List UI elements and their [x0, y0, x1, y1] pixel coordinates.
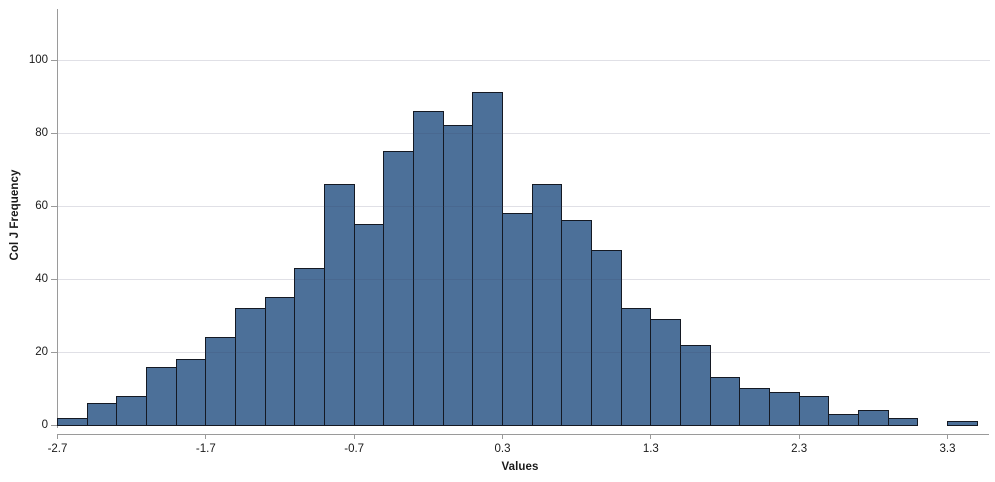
x-axis-tick-label: -1.7 [195, 443, 216, 455]
y-axis-tick [51, 59, 57, 61]
y-axis-title: Col J Frequency [9, 169, 21, 261]
y-axis-tick-label: 60 [35, 199, 48, 212]
x-axis-tick-label: 2.3 [791, 443, 808, 455]
x-axis-tick-label: -0.7 [344, 443, 365, 455]
x-axis-tick [501, 434, 503, 439]
histogram-bar[interactable] [175, 359, 207, 426]
histogram-bar[interactable] [531, 183, 563, 426]
x-axis-tick-label: -2.7 [47, 443, 68, 455]
y-axis-tick [51, 278, 57, 280]
x-axis-tick [57, 434, 58, 439]
histogram-bar[interactable] [442, 125, 474, 426]
histogram-bar[interactable] [86, 403, 118, 426]
gridline [57, 59, 990, 61]
histogram-bar[interactable] [234, 308, 266, 426]
histogram-bar[interactable] [857, 410, 889, 426]
x-axis-tick-label: 1.3 [642, 443, 659, 455]
y-axis-tick-label: 20 [35, 345, 48, 358]
histogram-bar[interactable] [116, 395, 147, 426]
gridline [57, 205, 990, 207]
histogram-bar[interactable] [798, 395, 830, 426]
x-axis-tick [650, 434, 652, 439]
histogram-bar[interactable] [650, 319, 681, 426]
y-axis-tick [51, 132, 57, 134]
y-axis-tick [51, 351, 57, 353]
y-axis-tick-label: 80 [35, 126, 48, 139]
histogram-bar[interactable] [205, 337, 236, 426]
histogram-bar[interactable] [323, 183, 355, 426]
x-axis-tick [798, 434, 800, 439]
histogram-bar[interactable] [264, 297, 296, 426]
gridline [57, 132, 990, 134]
y-axis-tick [51, 425, 57, 426]
x-axis-title: Values [501, 461, 539, 473]
x-axis-tick [353, 434, 355, 439]
x-axis-line [57, 433, 989, 435]
x-axis-tick-label: 3.3 [939, 443, 956, 455]
y-axis-tick-label: 40 [35, 272, 48, 285]
x-axis-tick [205, 434, 207, 439]
histogram-bar[interactable] [887, 417, 919, 426]
histogram-bar[interactable] [828, 414, 859, 426]
gridline [57, 278, 990, 280]
x-axis-tick-label: 0.3 [494, 443, 511, 455]
gridline [57, 351, 990, 353]
histogram-bar[interactable] [472, 92, 503, 426]
histogram-bar[interactable] [294, 267, 325, 426]
histogram-bar[interactable] [145, 366, 177, 426]
histogram-bar[interactable] [590, 249, 622, 426]
histogram-bar[interactable] [57, 417, 88, 426]
histogram-bar[interactable] [561, 220, 592, 426]
histogram-bar[interactable] [709, 377, 741, 426]
histogram-bar[interactable] [768, 392, 800, 426]
y-axis-tick-label: 100 [28, 53, 48, 66]
histogram-bar[interactable] [946, 421, 978, 426]
y-axis-line [57, 9, 58, 428]
histogram-bar[interactable] [620, 308, 652, 426]
y-axis-tick-label: 0 [41, 419, 48, 431]
histogram-bar[interactable] [353, 223, 385, 426]
y-axis-tick [51, 205, 57, 207]
histogram-bar[interactable] [383, 150, 414, 426]
x-axis-tick [946, 434, 948, 439]
histogram-bar[interactable] [412, 110, 444, 426]
histogram-bar[interactable] [679, 344, 711, 426]
histogram-bar[interactable] [501, 213, 533, 426]
histogram-bar[interactable] [739, 388, 770, 426]
